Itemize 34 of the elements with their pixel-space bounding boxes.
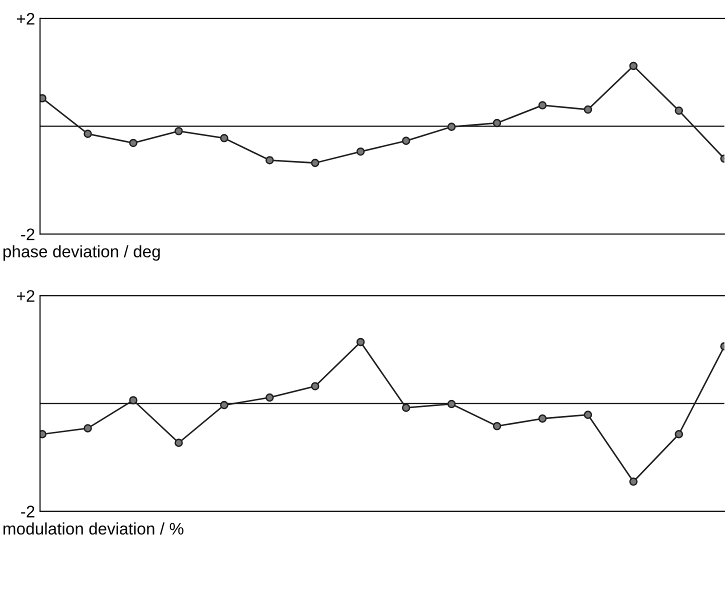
point [492, 422, 502, 430]
point [584, 105, 592, 114]
point [265, 393, 274, 402]
point [402, 404, 410, 412]
x-axis-title: phase deviation / deg [3, 245, 160, 261]
y-tick-label: +2 [16, 290, 34, 302]
y-tick-label: -2 [21, 506, 34, 518]
point [84, 130, 92, 138]
point [356, 338, 365, 346]
point [584, 410, 592, 419]
point [310, 158, 320, 168]
point [402, 136, 410, 145]
point [220, 134, 228, 142]
y-tick-label: -2 [21, 228, 34, 240]
point [174, 438, 183, 447]
point [129, 138, 138, 148]
point [674, 106, 684, 115]
point [265, 156, 274, 164]
point [492, 118, 502, 128]
point [629, 62, 638, 70]
point [538, 414, 547, 423]
point [538, 101, 547, 110]
x-axis-title: modulation deviation / % [4, 522, 184, 535]
point [129, 396, 138, 404]
point [220, 400, 228, 410]
point [447, 122, 456, 131]
point [356, 147, 365, 156]
y-tick-label: +2 [16, 12, 34, 25]
point [447, 400, 456, 408]
point [84, 424, 92, 432]
point [674, 430, 684, 438]
point [629, 477, 638, 486]
point [310, 382, 320, 390]
point [174, 126, 183, 136]
